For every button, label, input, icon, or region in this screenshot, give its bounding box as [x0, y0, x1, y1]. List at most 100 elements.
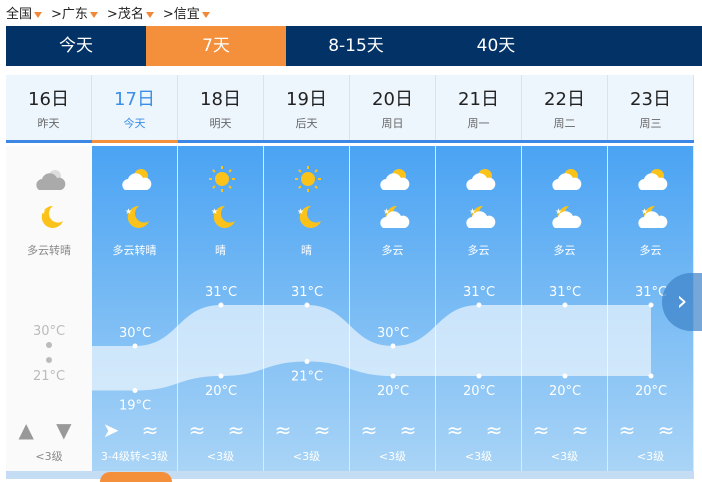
wind-direction-icon: ≈ ≈	[618, 418, 683, 442]
svg-text:★: ★	[39, 207, 46, 216]
high-temp-point	[390, 343, 396, 349]
svg-text:★: ★	[383, 207, 390, 216]
high-temp-label: 31°C	[549, 285, 581, 300]
day-header[interactable]: 21日周一	[436, 75, 522, 140]
crumb-county[interactable]: >信宜	[163, 3, 210, 22]
dropdown-icon	[34, 11, 43, 18]
day-header[interactable]: 22日周二	[522, 75, 608, 140]
wind-level: <3级	[464, 450, 493, 463]
day-weekday: 周日	[381, 117, 404, 130]
svg-text:★: ★	[125, 207, 132, 216]
clear-night-icon: ★	[119, 202, 153, 232]
dropdown-icon	[201, 11, 210, 18]
wind-direction-icon: ≈ ≈	[188, 418, 253, 442]
day-date: 21日	[458, 89, 499, 110]
crumb-province[interactable]: >广东	[51, 3, 98, 22]
date-header: 16日 昨天 17日 今天 18日 明天 19日 后天 20日 周日 21日 周一 22日 周二 23日 周三	[6, 75, 694, 140]
low-temp-point	[562, 373, 568, 379]
tab-40day[interactable]: 40天	[476, 36, 516, 56]
wind-direction-icon: ➤ ≈	[102, 418, 167, 442]
svg-text:★: ★	[297, 207, 304, 216]
cloudy-night-icon: ★	[549, 202, 583, 232]
crumb-city[interactable]: >茂名	[107, 3, 154, 22]
day-column: ★ 多云转晴 ▲ ▼ <3级	[6, 146, 92, 471]
low-temp-point	[648, 373, 654, 379]
wind-level: <3级	[292, 450, 321, 463]
next-arrow-button[interactable]: ›	[662, 273, 702, 331]
weather-desc: 多云	[467, 244, 490, 257]
wind-level: <3级	[550, 450, 579, 463]
sunny-icon	[205, 164, 239, 194]
crumb-label: 全国	[6, 7, 33, 22]
clear-night-icon: ★	[33, 202, 67, 232]
wind-direction-icon: ▲ ▼	[18, 418, 80, 442]
high-temp-label: 31°C	[463, 285, 495, 300]
partly-cloudy-icon	[119, 164, 153, 194]
dropdown-icon	[145, 11, 154, 18]
wind-level: <3级	[378, 450, 407, 463]
tab-today[interactable]: 今天	[59, 36, 93, 56]
high-temp-point	[304, 302, 310, 308]
day-weekday: 后天	[295, 117, 318, 130]
day-weekday: 周二	[553, 117, 576, 130]
day-header[interactable]: 23日周三	[608, 75, 694, 140]
day-header[interactable]: 17日 今天	[92, 75, 178, 140]
day-date: 19日	[286, 89, 327, 110]
high-temp-label: 30°C	[377, 326, 409, 341]
temperature-band	[92, 305, 651, 391]
day-weekday: 周一	[467, 117, 490, 130]
low-temp-label: 19°C	[119, 399, 151, 414]
weather-desc: 多云	[381, 244, 404, 257]
day-date: 20日	[372, 89, 413, 110]
tab-7day[interactable]: 7天	[146, 26, 286, 66]
wind-direction-icon: ≈ ≈	[274, 418, 339, 442]
forecast-tabs: 今天 7天 8-15天 40天	[6, 26, 702, 66]
sunny-icon	[291, 164, 325, 194]
day-header[interactable]: 16日 昨天	[6, 75, 92, 140]
day-header[interactable]: 18日明天	[178, 75, 264, 140]
day-header[interactable]: 19日后天	[264, 75, 350, 140]
tab-8-15day[interactable]: 8-15天	[328, 36, 384, 56]
low-temp-label: 20°C	[635, 384, 667, 399]
cloudy-night-icon: ★	[635, 202, 669, 232]
day-date: 18日	[200, 89, 241, 110]
temperature-chart: 30°C 21°C 30°C 19°C 31°C 20°C 31°C 21°C 30°C 20°C…	[33, 285, 667, 414]
high-temp-point	[476, 302, 482, 308]
crumb-country[interactable]: 全国	[6, 3, 43, 22]
clear-night-icon: ★	[291, 202, 325, 232]
day-date: 23日	[630, 89, 671, 110]
breadcrumb: 全国 >广东 >茂名 >信宜	[6, 3, 210, 22]
svg-text:★: ★	[469, 207, 476, 216]
low-temp-label: 20°C	[377, 384, 409, 399]
day-column: ★ 多云 ≈ ≈ <3级	[350, 146, 436, 471]
bottom-tab[interactable]	[100, 472, 172, 482]
wind-level: 3-4级转<3级	[100, 450, 169, 463]
day-header[interactable]: 20日周日	[350, 75, 436, 140]
low-temp-point	[304, 359, 310, 364]
partly-cloudy-icon	[549, 164, 583, 194]
today-underline	[92, 140, 178, 143]
day-weekday: 昨天	[37, 117, 60, 130]
high-temp-label: 31°C	[635, 285, 667, 300]
day-date: 22日	[544, 89, 585, 110]
low-temp-label: 20°C	[549, 384, 581, 399]
crumb-label: >信宜	[162, 7, 200, 22]
high-temp-label: 31°C	[205, 285, 237, 300]
crumb-label: >茂名	[106, 7, 144, 22]
partly-cloudy-icon	[463, 164, 497, 194]
weather-desc: 多云	[639, 244, 662, 257]
day-column: ★ 多云转晴 ➤ ≈ 3-4级转<3级	[92, 146, 178, 471]
partly-cloudy-icon	[377, 164, 411, 194]
low-temp-point	[390, 373, 396, 379]
high-temp-point	[218, 302, 224, 308]
day-weekday: 明天	[209, 117, 232, 130]
day-weekday: 周三	[639, 117, 662, 130]
dropdown-icon	[89, 11, 98, 18]
low-temp-point	[476, 373, 482, 379]
weather-desc: 晴	[301, 244, 312, 257]
low-temp-point	[132, 388, 138, 393]
high-temp-label: 30°C	[33, 324, 65, 339]
high-temp-point	[46, 342, 52, 348]
low-temp-point	[218, 373, 224, 379]
wind-level: <3级	[35, 450, 63, 463]
